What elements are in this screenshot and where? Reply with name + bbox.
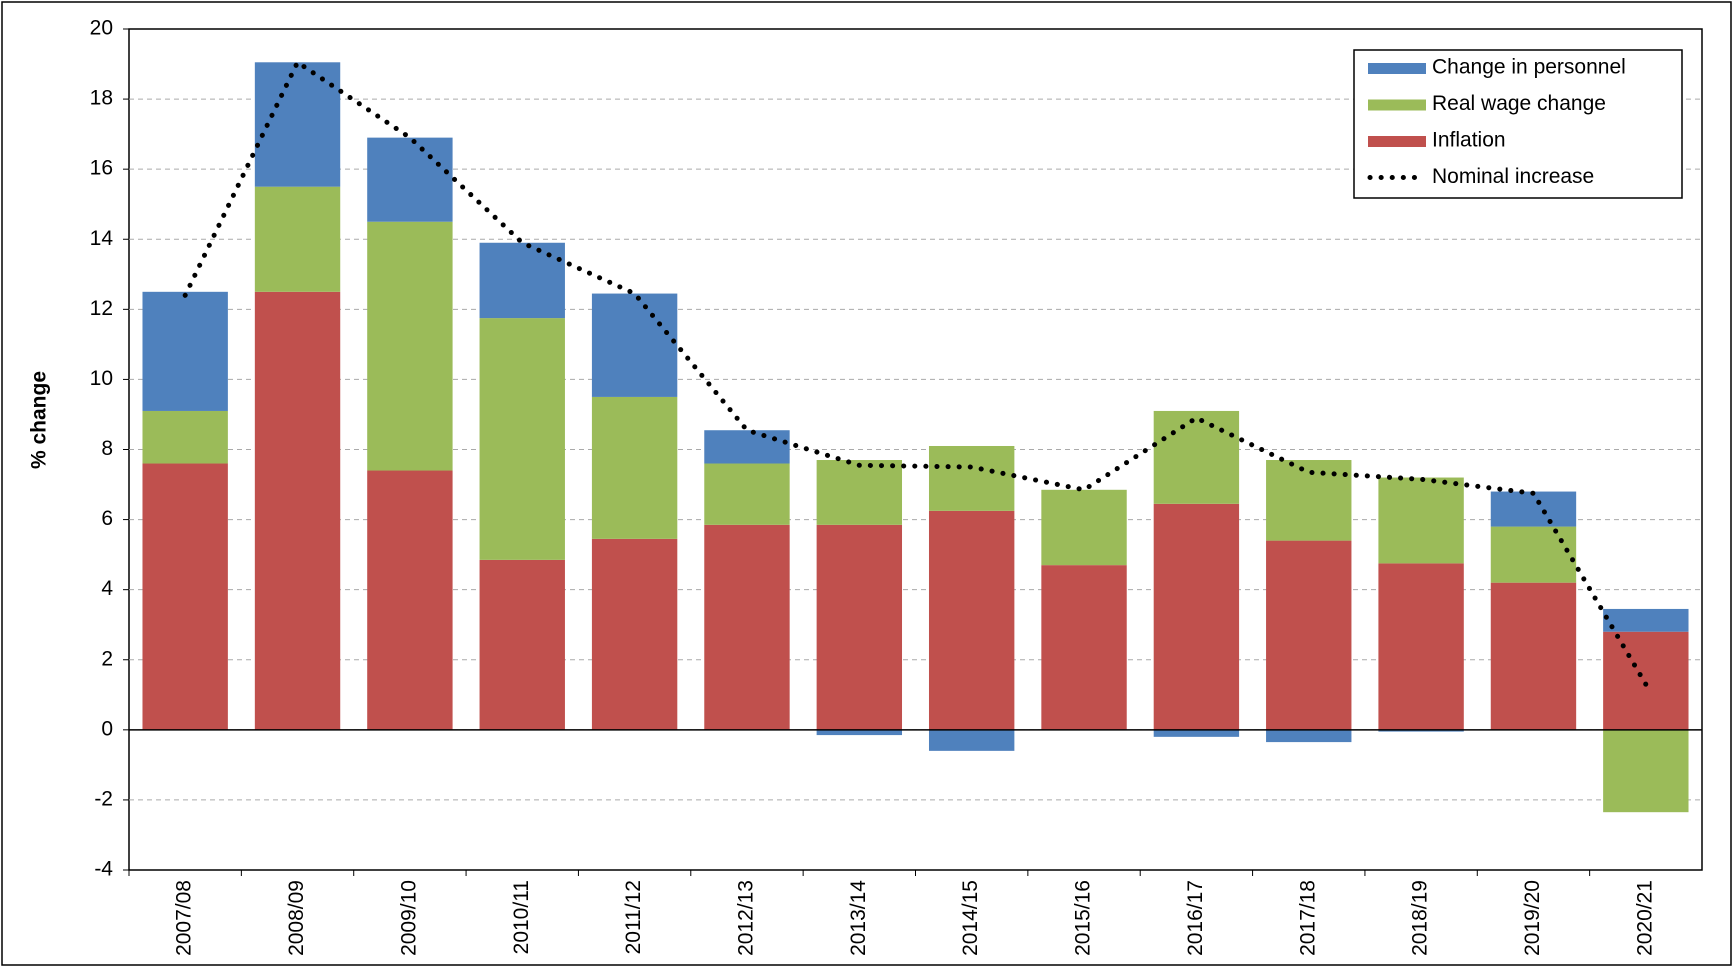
- legend-swatch: [1368, 99, 1426, 111]
- y-tick-label: 6: [101, 507, 113, 530]
- y-tick-label: -4: [94, 858, 113, 881]
- y-tick-label: 20: [90, 17, 113, 40]
- bar-segment: [816, 524, 903, 730]
- x-tick-label: 2015/16: [1072, 880, 1095, 956]
- bar-segment: [254, 186, 341, 292]
- x-tick-label: 2012/13: [735, 880, 758, 956]
- bar-segment: [591, 293, 678, 397]
- x-tick-label: 2020/21: [1633, 880, 1656, 956]
- legend-label: Real wage change: [1432, 92, 1606, 115]
- bar-segment: [1153, 410, 1240, 504]
- bar-segment: [816, 729, 903, 736]
- bar-segment: [1490, 491, 1577, 527]
- bar-segment: [1378, 729, 1464, 732]
- bar-segment: [1153, 729, 1240, 737]
- y-tick-label: 8: [101, 437, 113, 460]
- bar-segment: [1603, 729, 1689, 813]
- y-tick-label: 0: [101, 717, 113, 740]
- bar-segment: [928, 510, 1015, 730]
- bar-segment: [928, 729, 1015, 751]
- legend-swatch: [1368, 63, 1426, 74]
- x-tick-label: 2016/17: [1184, 880, 1207, 956]
- legend-swatch: [1368, 136, 1426, 147]
- x-tick-label: 2011/12: [622, 880, 645, 954]
- x-tick-label: 2013/14: [847, 880, 870, 956]
- bar-segment: [1490, 526, 1577, 583]
- x-tick-label: 2019/20: [1521, 880, 1544, 956]
- bar-segment: [367, 470, 453, 730]
- bar-segment: [142, 463, 228, 730]
- x-tick-label: 2014/15: [959, 880, 982, 956]
- y-tick-label: 2: [101, 647, 113, 670]
- legend-label: Inflation: [1432, 129, 1506, 152]
- bar-segment: [142, 410, 228, 464]
- bar-segment: [479, 242, 565, 319]
- x-tick-label: 2018/19: [1409, 880, 1432, 956]
- legend-label: Change in personnel: [1432, 56, 1626, 79]
- bar-segment: [928, 445, 1015, 511]
- bar-segment: [1378, 477, 1464, 564]
- bar-segment: [704, 524, 790, 730]
- bar-segment: [704, 463, 790, 525]
- line-series: [182, 58, 1649, 687]
- y-tick-label: 4: [101, 577, 113, 600]
- y-tick-label: 12: [90, 297, 113, 320]
- bar-segment: [1266, 540, 1352, 730]
- legend-label: Nominal increase: [1432, 165, 1594, 188]
- x-tick-label: 2017/18: [1296, 880, 1319, 956]
- bar-segment: [142, 291, 228, 411]
- x-tick-label: 2007/08: [173, 880, 196, 956]
- x-tick-label: 2010/11: [510, 880, 533, 954]
- bar-segment: [479, 559, 565, 730]
- bar-segment: [1153, 503, 1240, 730]
- y-tick-label: 10: [90, 367, 113, 390]
- legend-box: [1353, 49, 1683, 199]
- y-tick-label: 16: [90, 157, 113, 180]
- bar-segment: [591, 538, 678, 730]
- bar-segment: [479, 318, 565, 560]
- x-tick-label: 2008/09: [285, 880, 308, 956]
- y-tick-label: -2: [94, 787, 113, 810]
- bar-segment: [1603, 631, 1689, 730]
- bar-segment: [1490, 582, 1577, 730]
- bar-segment: [704, 430, 790, 464]
- bar-segment: [1378, 563, 1464, 730]
- bar-segment: [1266, 729, 1352, 743]
- y-tick-label: 14: [90, 227, 114, 250]
- bar-segment: [591, 396, 678, 539]
- bar-segment: [367, 221, 453, 471]
- bar-segment: [816, 460, 903, 525]
- bar-segment: [1266, 460, 1352, 541]
- bar-segment: [1603, 608, 1689, 632]
- x-tick-label: 2009/10: [397, 880, 420, 956]
- y-tick-label: 18: [90, 87, 113, 110]
- bar-segment: [254, 291, 341, 730]
- bar-segment: [1041, 565, 1127, 730]
- bar-segment: [367, 137, 453, 222]
- y-axis-label: % change: [28, 371, 51, 469]
- bar-segment: [1041, 489, 1127, 566]
